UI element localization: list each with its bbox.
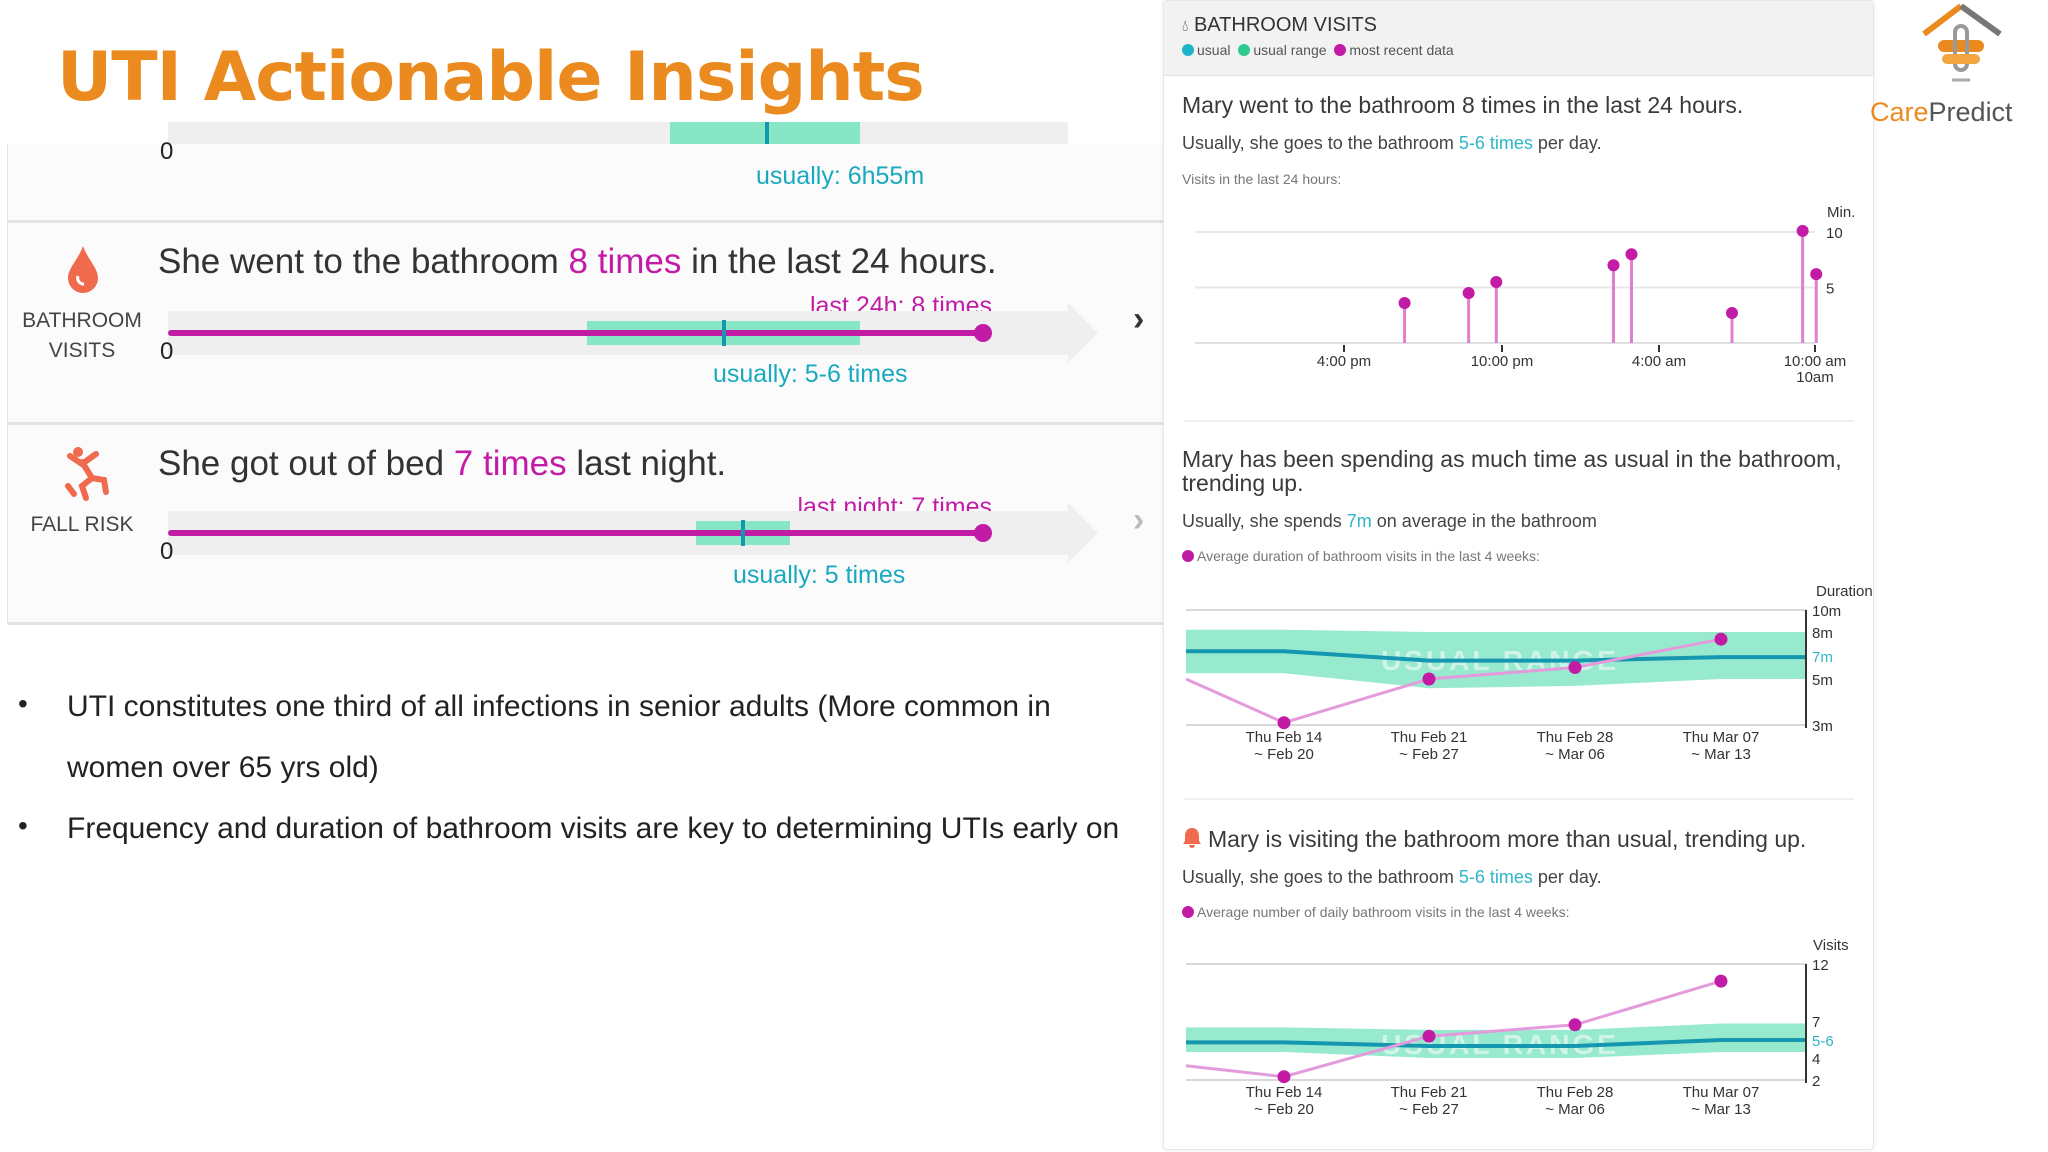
slide-title: UTI Actionable Insights — [57, 38, 925, 117]
row-divider — [8, 422, 1163, 425]
bathroom-zero-label: 0 — [160, 338, 174, 365]
falling-person-icon — [65, 447, 109, 501]
legend-item: most recent data — [1349, 42, 1454, 58]
usual-legend-dot — [1182, 44, 1194, 56]
card-title-text: BATHROOM VISITS — [1193, 14, 1377, 36]
category-line: VISITS — [48, 339, 116, 362]
subtext-highlight: 7m — [1346, 511, 1372, 531]
legend: usual usual range most recent data — [1182, 42, 1454, 58]
section-divider — [1184, 420, 1854, 422]
category-line: BATHROOM — [22, 309, 142, 332]
carepredict-logo: CarePredict — [1870, 0, 2048, 130]
subtext-highlight: 5-6 times — [1458, 133, 1533, 153]
fall-risk-value-dot — [974, 524, 992, 542]
sentence-text: She got out of bed — [158, 444, 454, 483]
subtext: per day. — [1532, 133, 1602, 153]
chevron-right-icon[interactable]: › — [1133, 300, 1145, 338]
bathroom-value-bar — [168, 330, 983, 336]
track-arrow — [1068, 503, 1098, 563]
bell-icon — [1183, 828, 1201, 848]
legend-item: usual — [1197, 42, 1231, 58]
subtext: Usually, she goes to the bathroom — [1182, 867, 1459, 887]
bullet-marker: • — [18, 688, 28, 719]
card-header: 💧︎ BATHROOM VISITS usual usual range mos… — [1164, 1, 1873, 76]
fall-risk-category-label: FALL RISK — [30, 513, 134, 536]
section2-subtext: Usually, she spends 7m on average in the… — [1182, 511, 1597, 532]
chart1-ylabel: Min. — [1827, 204, 1856, 221]
logo-text: CarePredict — [1870, 97, 2013, 128]
track-arrow — [1068, 303, 1098, 363]
section1-subtext: Usually, she goes to the bathroom 5-6 ti… — [1182, 133, 1602, 154]
subtext-highlight: 5-6 times — [1458, 867, 1533, 887]
fall-risk-zero-label: 0 — [160, 538, 174, 565]
series-legend-dot — [1182, 550, 1194, 562]
sentence-text: She went to the bathroom — [158, 242, 569, 281]
fall-risk-usual-tick — [741, 520, 745, 546]
section3-subtext: Usually, she goes to the bathroom 5-6 ti… — [1182, 867, 1602, 888]
sleep-zero-label: 0 — [160, 138, 174, 165]
bullet-text: Frequency and duration of bathroom visit… — [67, 812, 1120, 845]
section1-headline: Mary went to the bathroom 8 times in the… — [1182, 92, 1744, 118]
chevron-right-icon[interactable]: › — [1133, 501, 1145, 539]
bullet-marker: • — [18, 810, 28, 841]
sleep-usual-label: usually: 6h55m — [756, 162, 925, 190]
sentence-highlight: 8 times — [568, 242, 682, 281]
bathroom-visits-card: 💧︎ BATHROOM VISITS usual usual range mos… — [1163, 0, 1874, 1150]
bathroom-sentence: She went to the bathroom 8 times in the … — [158, 242, 997, 282]
sentence-text: in the last 24 hours. — [681, 242, 997, 281]
bathroom-category-label: BATHROOM VISITS — [8, 306, 156, 366]
subtext: Usually, she spends — [1182, 511, 1347, 531]
fall-risk-usual-label: usually: 5 times — [733, 561, 906, 589]
logo-text-predict: Predict — [1928, 97, 2013, 127]
water-drop-icon — [68, 246, 98, 293]
chart2-ylabel: Duration — [1816, 583, 1873, 600]
card-title: 💧︎ BATHROOM VISITS — [1182, 14, 1377, 37]
subtext: on average in the bathroom — [1371, 511, 1597, 531]
section2-caption: Average duration of bathroom visits in t… — [1182, 548, 1540, 564]
row-divider — [8, 622, 1163, 625]
caption-text: Average duration of bathroom visits in t… — [1197, 548, 1540, 564]
fall-risk-value-bar — [168, 530, 983, 536]
section1-caption: Visits in the last 24 hours: — [1182, 171, 1342, 187]
logo-text-care: Care — [1870, 97, 1929, 127]
fall-risk-sentence: She got out of bed 7 times last night. — [158, 444, 726, 484]
section3-caption: Average number of daily bathroom visits … — [1182, 904, 1569, 920]
sentence-highlight: 7 times — [453, 444, 567, 483]
subtext: per day. — [1532, 867, 1602, 887]
usual-range-legend-dot — [1238, 44, 1251, 56]
bathroom-value-dot — [974, 324, 992, 342]
bathroom-usual-label: usually: 5-6 times — [713, 360, 908, 388]
legend-item: usual range — [1253, 42, 1327, 58]
sleep-track — [168, 122, 1068, 144]
caption-text: Average number of daily bathroom visits … — [1197, 904, 1570, 920]
series-legend-dot — [1182, 906, 1194, 918]
sleep-usual-tick — [765, 122, 769, 144]
insights-panel: 0 usually: 6h55m BATHROOM VISITS She wen… — [7, 122, 1163, 625]
row-divider — [8, 220, 1163, 223]
subtext: Usually, she goes to the bathroom — [1182, 133, 1459, 153]
bullet-text: UTI constitutes one third of all infecti… — [67, 690, 1051, 784]
water-drop-icon: 💧︎ — [1182, 18, 1189, 35]
chart3-ylabel: Visits — [1813, 937, 1849, 954]
section3-headline: Mary is visiting the bathroom more than … — [1208, 826, 1807, 852]
sentence-text: last night. — [566, 444, 727, 483]
logo-mark-icon — [1922, 4, 2002, 82]
bathroom-usual-tick — [722, 320, 726, 346]
most-recent-legend-dot — [1334, 44, 1347, 56]
section-divider — [1184, 798, 1854, 800]
section2-headline: Mary has been spending as much time as u… — [1182, 446, 1842, 496]
